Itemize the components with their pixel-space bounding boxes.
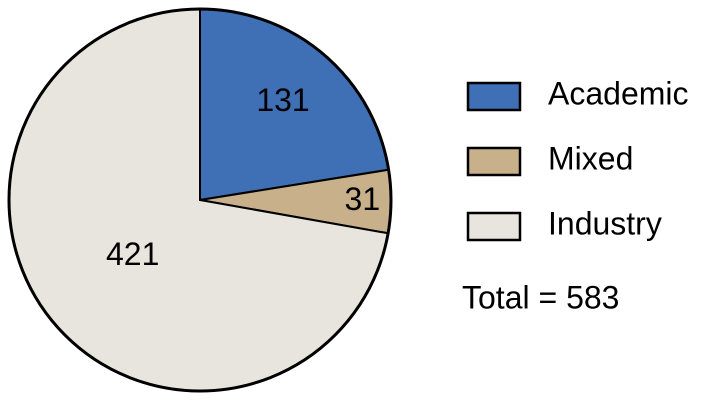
- total-annotation: Total = 583: [462, 279, 619, 315]
- legend-swatch: [466, 81, 522, 112]
- pie-outline: [7, 7, 393, 393]
- legend-label: Mixed: [548, 140, 633, 176]
- data-label: 31: [345, 181, 381, 217]
- legend-swatch: [466, 211, 522, 242]
- data-label: 131: [256, 82, 309, 118]
- data-label: 421: [106, 236, 159, 272]
- legend-label: Academic: [548, 75, 689, 111]
- legend-label: Industry: [548, 205, 662, 241]
- legend-swatch: [466, 146, 522, 177]
